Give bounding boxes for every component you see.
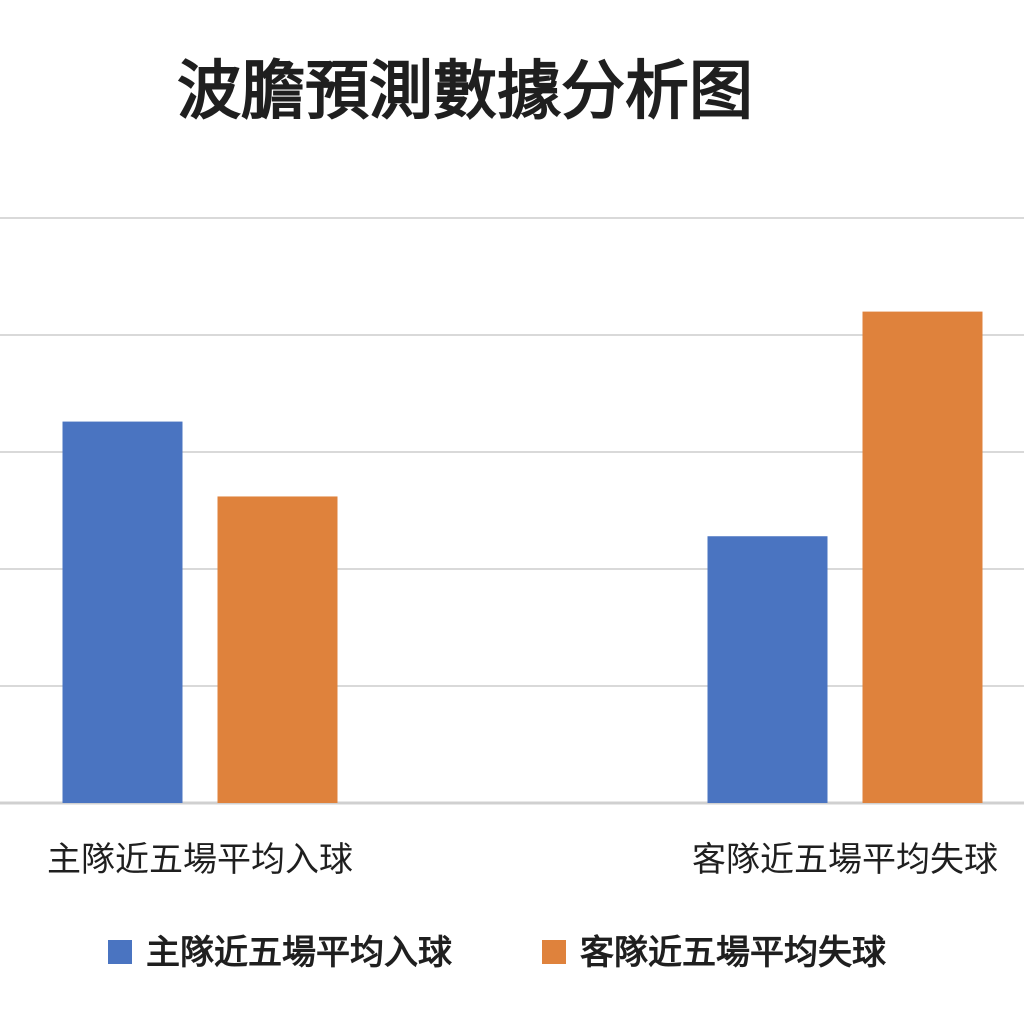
- bar-series2-2: [862, 311, 983, 803]
- bar-series1-1: [62, 421, 183, 803]
- bars: [62, 311, 983, 803]
- chart-title: 波膽預測數據分析图: [177, 55, 753, 129]
- legend-label: 主隊近五場平均入球: [146, 933, 453, 973]
- bar-series1-2: [707, 536, 828, 803]
- category-labels: 主隊近五場平均入球 客隊近五場平均失球: [47, 840, 998, 880]
- category-label: 客隊近五場平均失球: [692, 840, 998, 880]
- legend-label: 客隊近五場平均失球: [580, 933, 887, 973]
- bar-series2-1: [217, 496, 338, 803]
- legend-swatch: [108, 940, 132, 964]
- legend: 主隊近五場平均入球 客隊近五場平均失球: [108, 933, 887, 973]
- category-label: 主隊近五場平均入球: [47, 840, 353, 880]
- legend-swatch: [542, 940, 566, 964]
